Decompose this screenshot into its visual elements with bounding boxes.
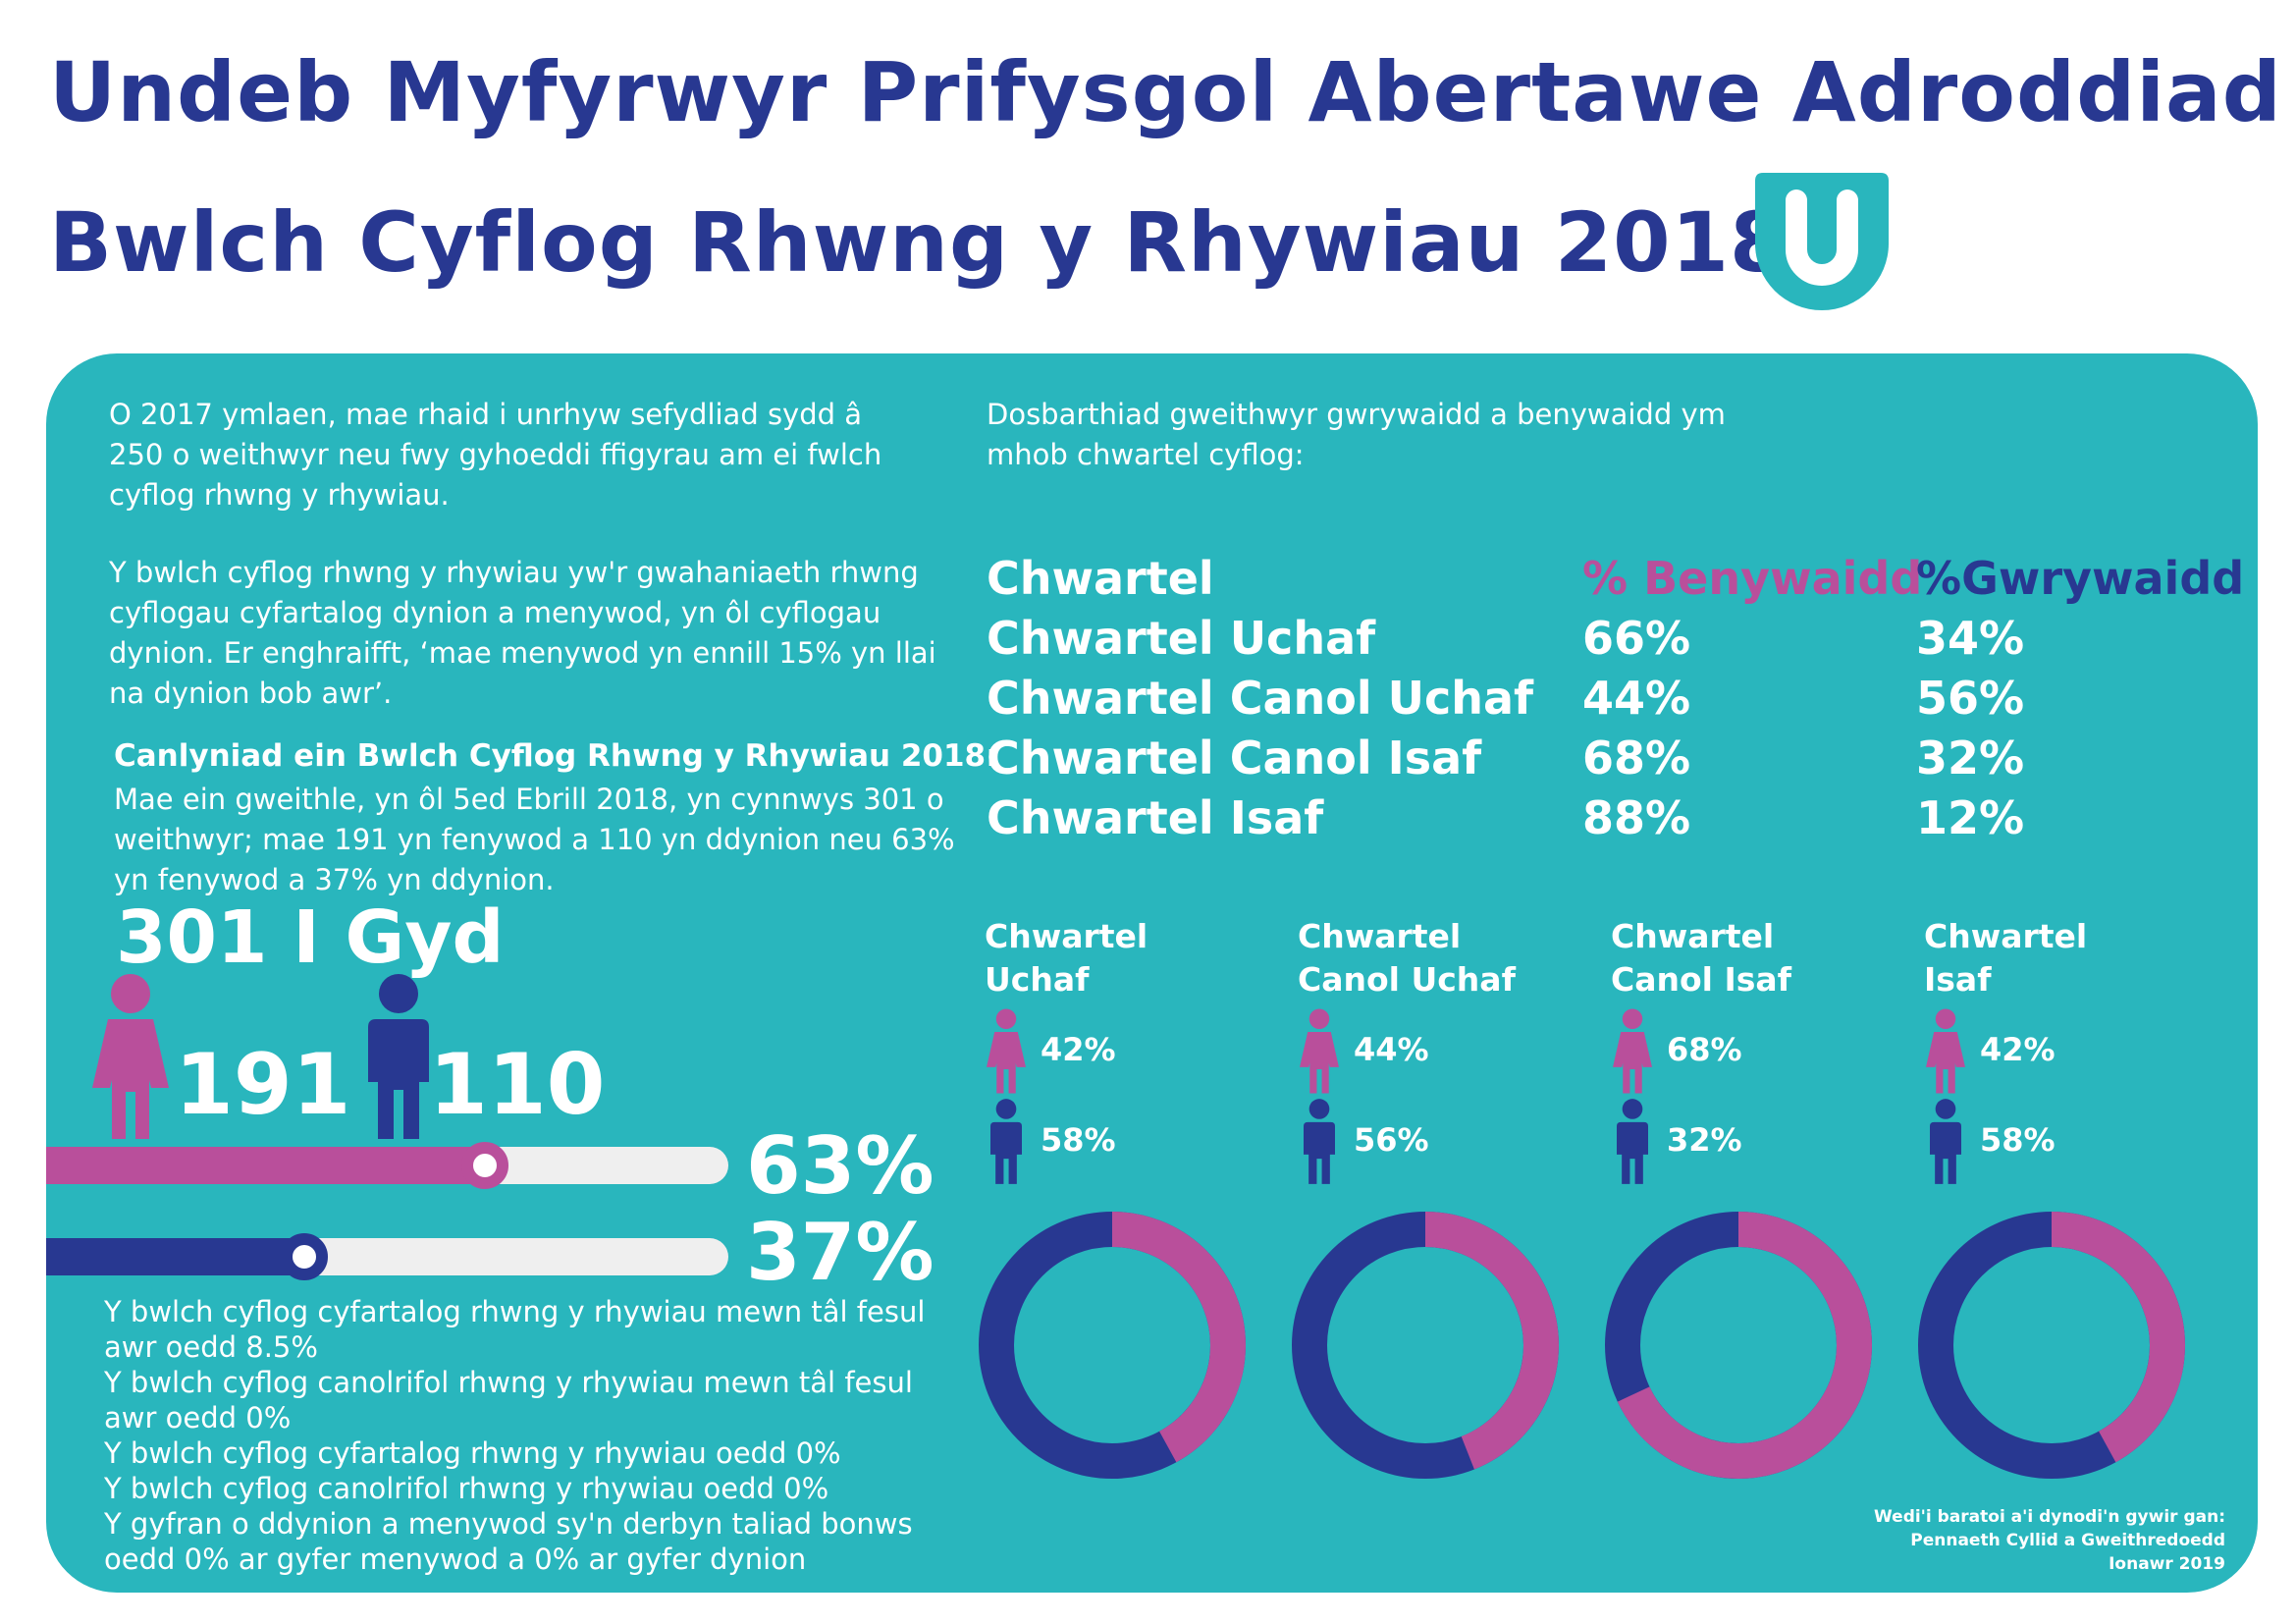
table-row-male: 32% — [1916, 731, 2025, 785]
table-header-quartile: Chwartel — [987, 552, 1214, 605]
woman-figure-icon — [92, 974, 169, 1139]
quartile-female-percentage: 44% — [1354, 1031, 1429, 1068]
quartile-female-percentage: 42% — [1980, 1031, 2056, 1068]
pay-gap-item: Y bwlch cyflog canolrifol rhwng y rhywia… — [104, 1472, 829, 1505]
quartile-card-title-line-1: Chwartel — [985, 917, 1148, 955]
union-logo-icon — [1755, 173, 1889, 310]
quartile-donut-chart — [979, 1212, 1246, 1479]
pay-gap-item: Y bwlch cyflog cyfartalog rhwng y rhywia… — [104, 1436, 841, 1470]
men-proportion-knob — [281, 1233, 328, 1280]
quartile-male-percentage: 56% — [1354, 1121, 1429, 1159]
women-count: 191 — [175, 1036, 351, 1134]
table-row-male: 56% — [1916, 672, 2025, 725]
quartile-card-title-line-1: Chwartel — [1298, 917, 1462, 955]
quartile-male-percentage: 58% — [1041, 1121, 1116, 1159]
donut-female-segment — [1292, 1212, 1559, 1479]
woman-icon — [1613, 1008, 1652, 1094]
donut-female-segment — [1918, 1212, 2185, 1479]
table-row-female: 68% — [1582, 731, 1691, 785]
pay-gap-item: Y bwlch cyflog cyfartalog rhwng y rhywia… — [104, 1295, 926, 1364]
intro-paragraph-1: O 2017 ymlaen, mae rhaid i unrhyw sefydl… — [109, 398, 882, 512]
pay-gap-item: Y gyfran o ddynion a menywod sy'n derbyn… — [104, 1507, 913, 1576]
result-heading: Canlyniad ein Bwlch Cyflog Rhwng y Rhywi… — [114, 738, 998, 774]
quartile-donut-chart — [1918, 1212, 2185, 1479]
page-title-line-2: Bwlch Cyflog Rhwng y Rhywiau 2018 — [49, 194, 1789, 291]
women-proportion-knob — [461, 1142, 508, 1189]
man-icon — [990, 1099, 1022, 1184]
quartile-card-title-line-2: Uchaf — [985, 960, 1090, 999]
quartile-female-percentage: 42% — [1041, 1031, 1116, 1068]
men-percentage: 37% — [746, 1207, 934, 1298]
man-icon — [1930, 1099, 1961, 1184]
content-panel — [46, 353, 2258, 1593]
page-title-line-1: Undeb Myfyrwyr Prifysgol Abertawe Adrodd… — [49, 44, 2282, 140]
quartile-female-percentage: 68% — [1667, 1031, 1742, 1068]
table-row-quartile: Chwartel Canol Isaf — [987, 731, 1482, 785]
table-row-quartile: Chwartel Isaf — [987, 791, 1324, 844]
credit-note: Wedi'i baratoi a'i dynodi'n gywir gan: P… — [1874, 1505, 2225, 1576]
woman-icon — [1926, 1008, 1965, 1094]
quartile-card-title-line-2: Isaf — [1924, 960, 1992, 999]
man-icon — [1304, 1099, 1335, 1184]
man-figure-icon — [368, 974, 429, 1139]
table-row-quartile: Chwartel Canol Uchaf — [987, 672, 1534, 725]
man-icon — [1617, 1099, 1648, 1184]
quartile-card-title-line-2: Canol Isaf — [1611, 960, 1791, 999]
donut-female-segment — [979, 1212, 1246, 1479]
total-employees: 301 I Gyd — [116, 895, 505, 980]
table-row-male: 12% — [1916, 791, 2025, 844]
result-body: Mae ein gweithle, yn ôl 5ed Ebrill 2018,… — [114, 783, 955, 896]
table-row-female: 44% — [1582, 672, 1691, 725]
quartile-male-percentage: 58% — [1980, 1121, 2056, 1159]
men-count: 110 — [429, 1036, 606, 1134]
table-row-female: 66% — [1582, 612, 1691, 665]
quartile-card-title-line-1: Chwartel — [1924, 917, 2088, 955]
credit-line-2: Pennaeth Cyllid a Gweithredoedd — [1910, 1531, 2225, 1550]
quartile-male-percentage: 32% — [1667, 1121, 1742, 1159]
table-row-female: 88% — [1582, 791, 1691, 844]
credit-line-1: Wedi'i baratoi a'i dynodi'n gywir gan: — [1874, 1507, 2225, 1527]
credit-line-3: Ionawr 2019 — [2109, 1554, 2225, 1574]
woman-icon — [1300, 1008, 1339, 1094]
woman-icon — [987, 1008, 1026, 1094]
donut-female-segment — [1605, 1212, 1872, 1479]
pay-gap-list: Y bwlch cyflog cyfartalog rhwng y rhywia… — [104, 1294, 968, 1577]
distribution-intro: Dosbarthiad gweithwyr gwrywaidd a benywa… — [987, 398, 1726, 471]
table-row-quartile: Chwartel Uchaf — [987, 612, 1376, 665]
quartile-donut-chart — [1605, 1212, 1872, 1479]
quartile-donut-chart — [1292, 1212, 1559, 1479]
quartile-card-title-line-2: Canol Uchaf — [1298, 960, 1516, 999]
men-proportion-fill — [46, 1238, 304, 1275]
pay-gap-item: Y bwlch cyflog canolrifol rhwng y rhywia… — [104, 1366, 913, 1435]
table-header-male: %Gwrywaidd — [1916, 552, 2245, 605]
table-header-female: % Benywaidd — [1582, 552, 1923, 605]
women-proportion-fill — [46, 1147, 485, 1184]
women-percentage: 63% — [746, 1120, 934, 1212]
table-row-male: 34% — [1916, 612, 2025, 665]
quartile-card-title-line-1: Chwartel — [1611, 917, 1775, 955]
intro-paragraph-2: Y bwlch cyflog rhwng y rhywiau yw'r gwah… — [109, 556, 936, 710]
